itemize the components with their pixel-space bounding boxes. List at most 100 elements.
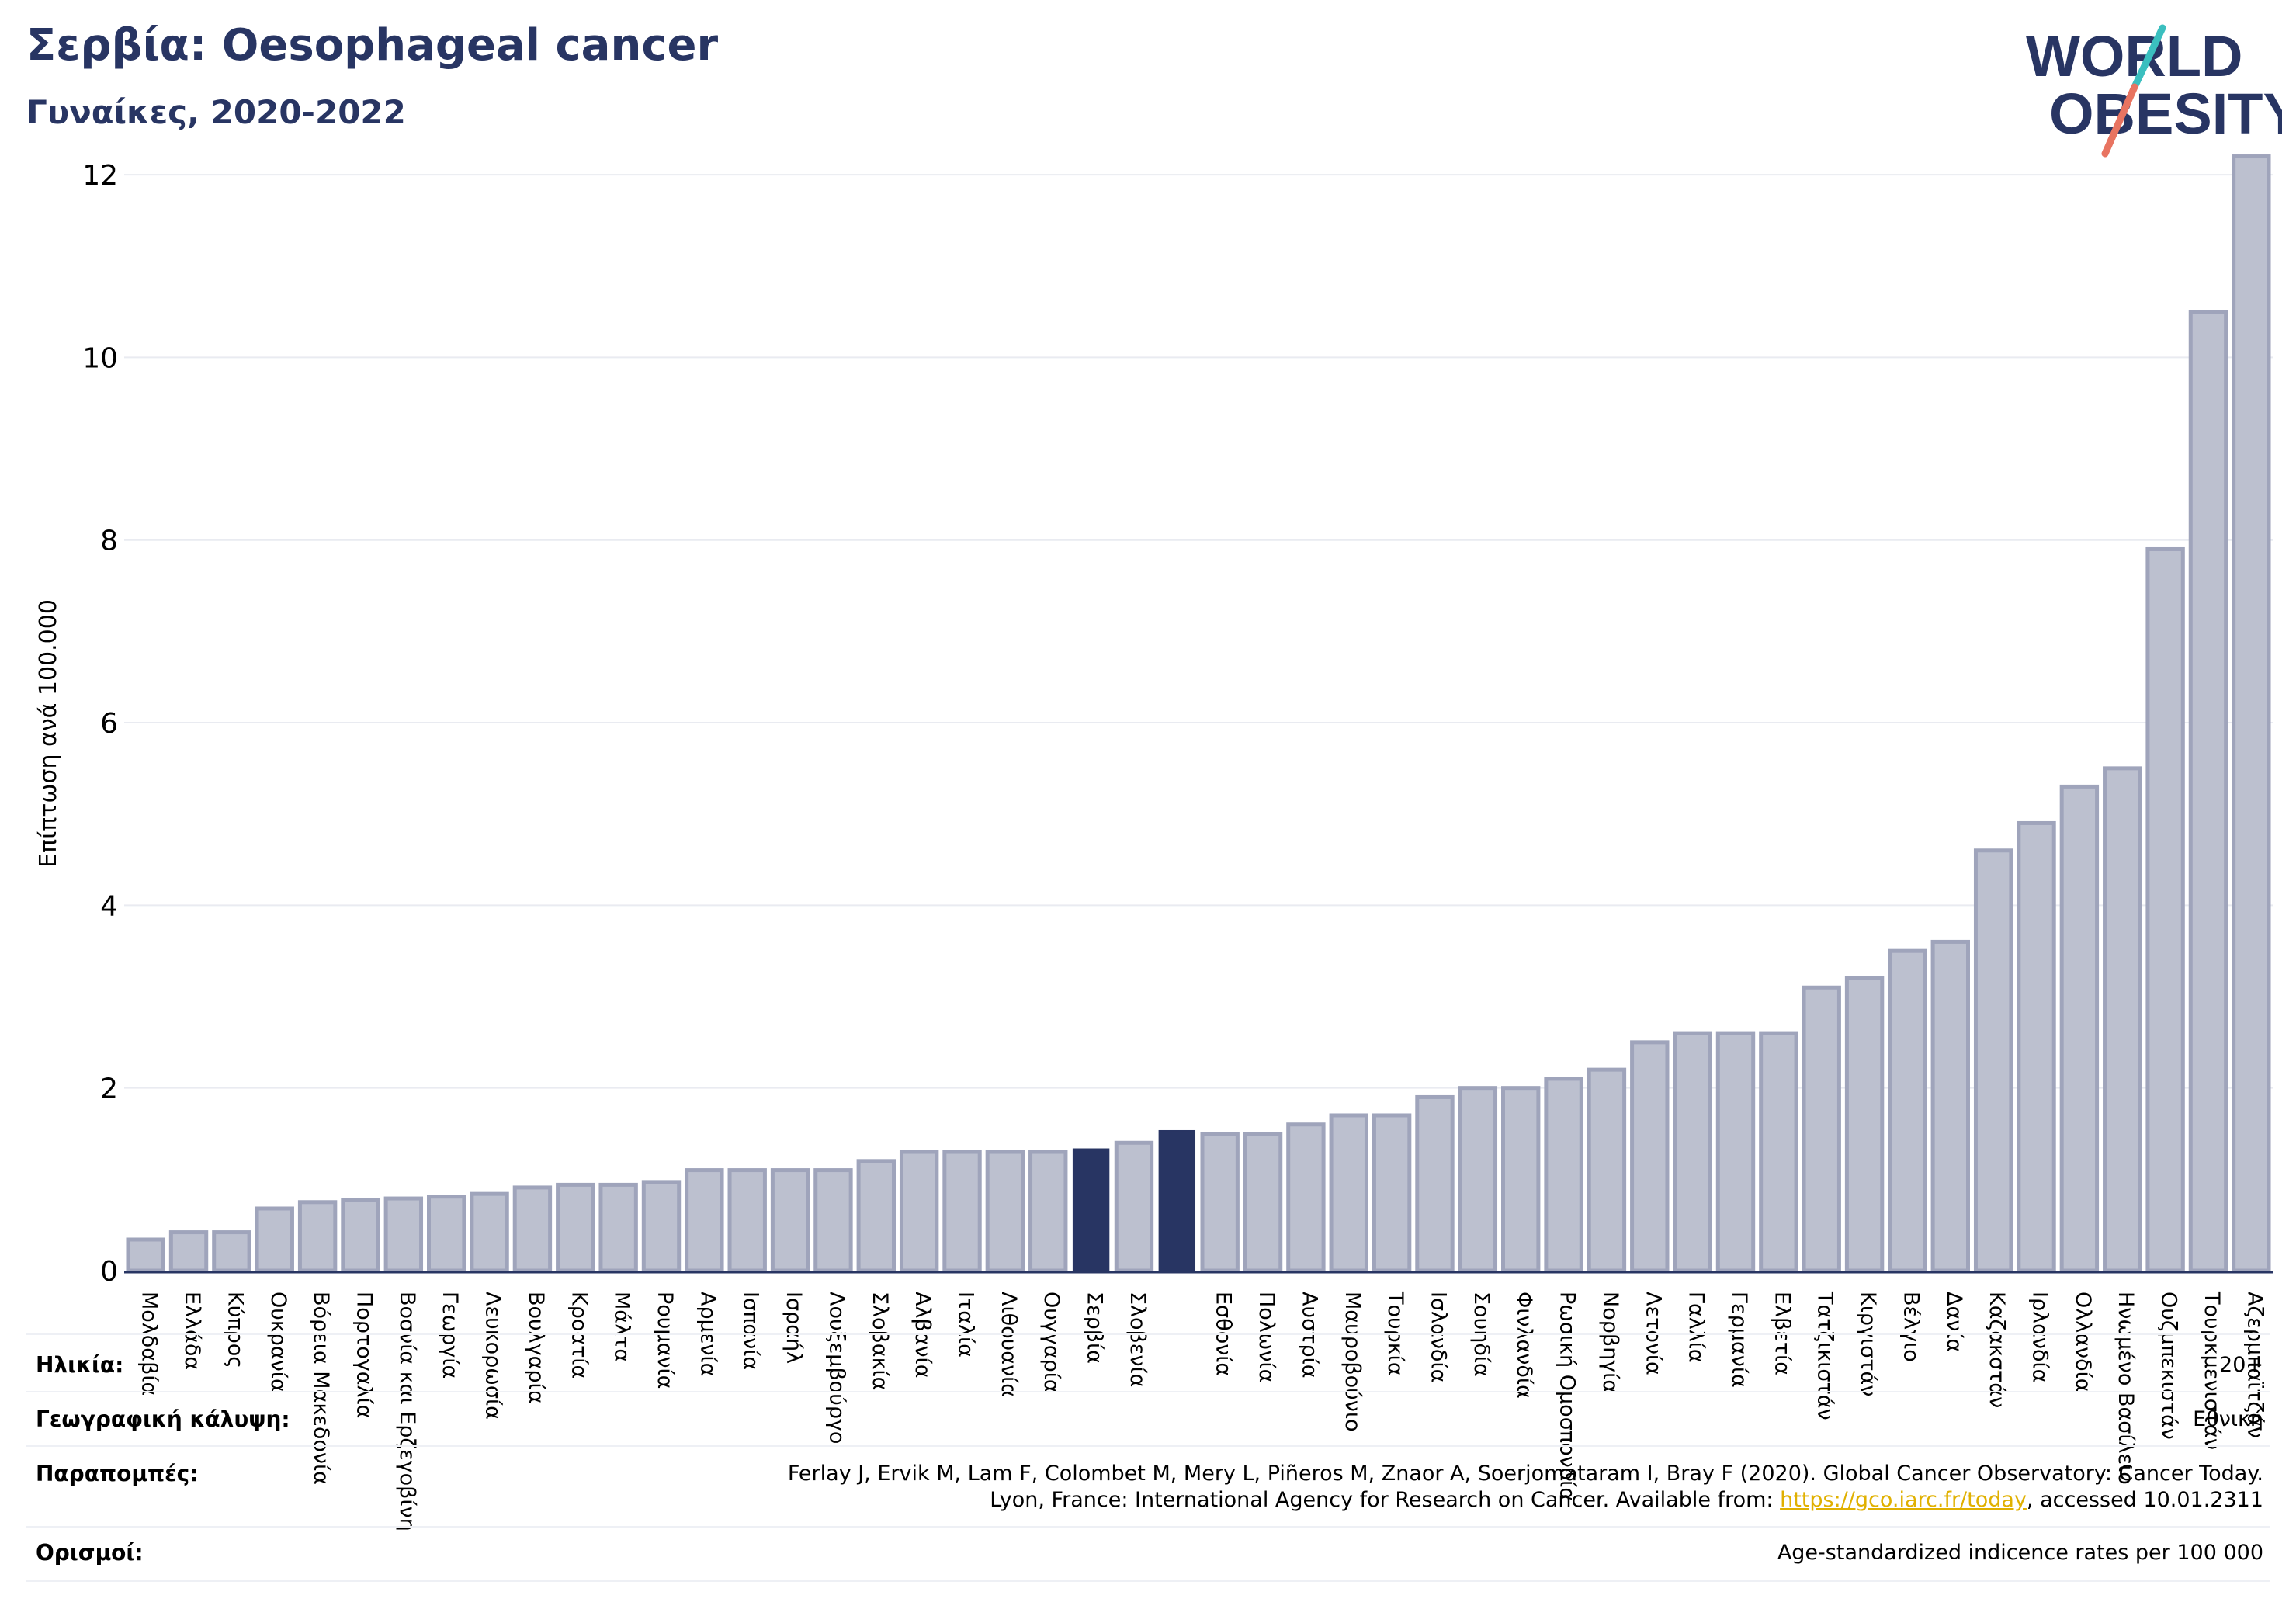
x-tick-label: Ρωσική Ομοσπονδία [1556,1292,1580,1501]
age-label: Ηλικία: [36,1352,124,1378]
bar-Αζερμπαϊτζάν [2232,154,2271,1273]
bar-Ισπανία [727,1168,767,1273]
references-label: Παραπομπές: [36,1461,199,1486]
x-tick-label: Λευκορωσία [481,1292,505,1420]
x-tick-label: Μάλτα [610,1292,634,1362]
x-tick-label: Γερμανία [1727,1292,1751,1388]
bar-Λευκορωσία [470,1191,509,1273]
geo-value: Εθνική [2193,1407,2263,1431]
x-tick-label: Αζερμπαϊτζάν [2242,1292,2267,1438]
meta-divider [26,1333,2270,1335]
bar-Τατζικιστάν [1802,985,1841,1273]
references-text: Ferlay J, Ervik M, Lam F, Colombet M, Me… [788,1461,2263,1514]
references-line-2-suffix: , accessed 10.01.2311 [2026,1488,2263,1512]
x-tick-label: Ουζμπεκιστάν [2157,1292,2181,1440]
meta-divider [26,1391,2270,1392]
y-tick-label: 0 [100,1256,118,1288]
bar-Ουγγαρία [1028,1150,1068,1273]
x-tick-label: Ισλανδία [1426,1292,1450,1382]
bar-Μολδαβία [126,1237,165,1273]
x-tick-label: Σλοβακία [868,1292,892,1390]
bar-Αλβανία [899,1150,939,1273]
bar-Νορβηγία [1587,1067,1627,1273]
x-tick-label: Δανία [1942,1292,1966,1352]
x-tick-label: Μαυροβούνιο [1340,1292,1365,1431]
chart-title: Σερβία: Oesophageal cancer [26,20,719,71]
meta-divider [26,1580,2270,1582]
x-tick-label: Ολλανδία [2071,1292,2095,1392]
bar-Γεωργία [427,1195,466,1273]
x-tick-label: Φινλανδία [1512,1292,1536,1399]
x-tick-label: Πολωνία [1254,1292,1278,1382]
x-tick-label: Βουλγαρία [524,1292,548,1404]
logo-word-obesity: OBESITY [2049,81,2282,146]
bar-Σερβία [1072,1148,1110,1272]
x-tick-label: Τουρκία [1383,1291,1407,1376]
y-tick-label: 10 [82,342,118,374]
x-tick-label: Μολδαβία [137,1292,161,1396]
bar-Βέλγιο [1888,948,1927,1273]
x-tick-label: Βόρεια Μακεδονία [309,1292,333,1485]
bar-Τουρκία [1372,1113,1412,1273]
x-tick-label: Γεωργία [438,1292,462,1379]
bar-Κροατία [556,1182,595,1273]
x-tick-label: Ιταλία [954,1292,978,1358]
x-tick-label: Λιθουανία [997,1292,1021,1397]
age-value: 20+ [2219,1353,2263,1377]
bar-Γερμανία [1715,1031,1756,1273]
bar-Μάλτα [598,1182,638,1273]
bar-Ουκρανία [255,1206,294,1273]
bar-Φινλανδία [1501,1086,1541,1273]
logo-slash-coral [2101,83,2138,158]
bar-Βοσνία και Ερζεγοβίνη [383,1196,424,1273]
world-obesity-logo: WORLD OBESITY [2026,24,2282,158]
x-tick-label: Λουξεμβούργο [824,1292,848,1444]
bar-Εσθονία [1200,1132,1240,1273]
bar-Τουρκμενιστάν [2188,310,2228,1273]
bar-Κύπρος [212,1230,251,1273]
references-line-2-prefix: Lyon, France: International Agency for R… [990,1488,1781,1512]
x-tick-label: Σλοβενία [1125,1292,1150,1387]
x-tick-label: Τατζικιστάν [1813,1291,1837,1420]
y-axis-label: Επίπτωση ανά 100.000 [35,599,62,868]
x-tick-label: Ουκρανία [266,1292,290,1392]
bar-unlabeled [1158,1129,1196,1272]
bar-Ρουμανία [641,1180,682,1273]
bar-Ηνωμένο Βασίλειο [2103,766,2142,1273]
meta-divider [26,1445,2270,1447]
bar-Ελλάδα [168,1230,209,1273]
x-tick-label: Σερβία [1083,1292,1107,1364]
bar-Σλοβενία [1114,1140,1154,1273]
bar-Σλοβακία [856,1159,896,1273]
x-tick-label: Κύπρος [223,1292,247,1368]
bar-Ολλανδία [2059,784,2100,1273]
y-axis-ticks: 0 2 4 6 8 10 12 [82,160,118,1288]
definitions-label: Ορισμοί: [36,1540,144,1566]
x-tick-label: Ισπανία [739,1292,763,1370]
x-tick-label: Βοσνία και Ερζεγοβίνη [395,1292,419,1531]
meta-divider [26,1526,2270,1528]
y-tick-label: 2 [100,1073,118,1105]
bar-Λιθουανία [985,1150,1025,1273]
x-tick-label: Τουρκμενιστάν [2200,1291,2224,1450]
x-tick-label: Λετονία [1641,1292,1665,1375]
references-link[interactable]: https://gco.iarc.fr/today [1780,1488,2027,1512]
references-line-2: Lyon, France: International Agency for R… [788,1487,2263,1514]
chart-subtitle: Γυναίκες, 2020-2022 [26,93,406,131]
bar-Ουζμπεκιστάν [2145,546,2185,1273]
bar-Ιταλία [942,1150,982,1273]
x-tick-label: Ισραήλ [782,1292,806,1364]
bar-Δανία [1930,939,1970,1273]
bars [126,154,2271,1273]
bar-Αρμενία [685,1168,724,1273]
x-tick-label: Καζακστάν [1985,1292,2009,1408]
bar-Γαλλία [1673,1031,1712,1273]
x-tick-label: Κιργιστάν [1856,1292,1880,1396]
bar-Καζακστάν [1973,848,2013,1273]
x-tick-label: Κροατία [567,1292,591,1379]
bar-Βόρεια Μακεδονία [297,1200,338,1273]
x-tick-label: Βέλγιο [1899,1292,1923,1362]
references-line-1: Ferlay J, Ervik M, Lam F, Colombet M, Me… [787,1462,2263,1486]
logo-word-world: WORLD [2026,24,2243,88]
